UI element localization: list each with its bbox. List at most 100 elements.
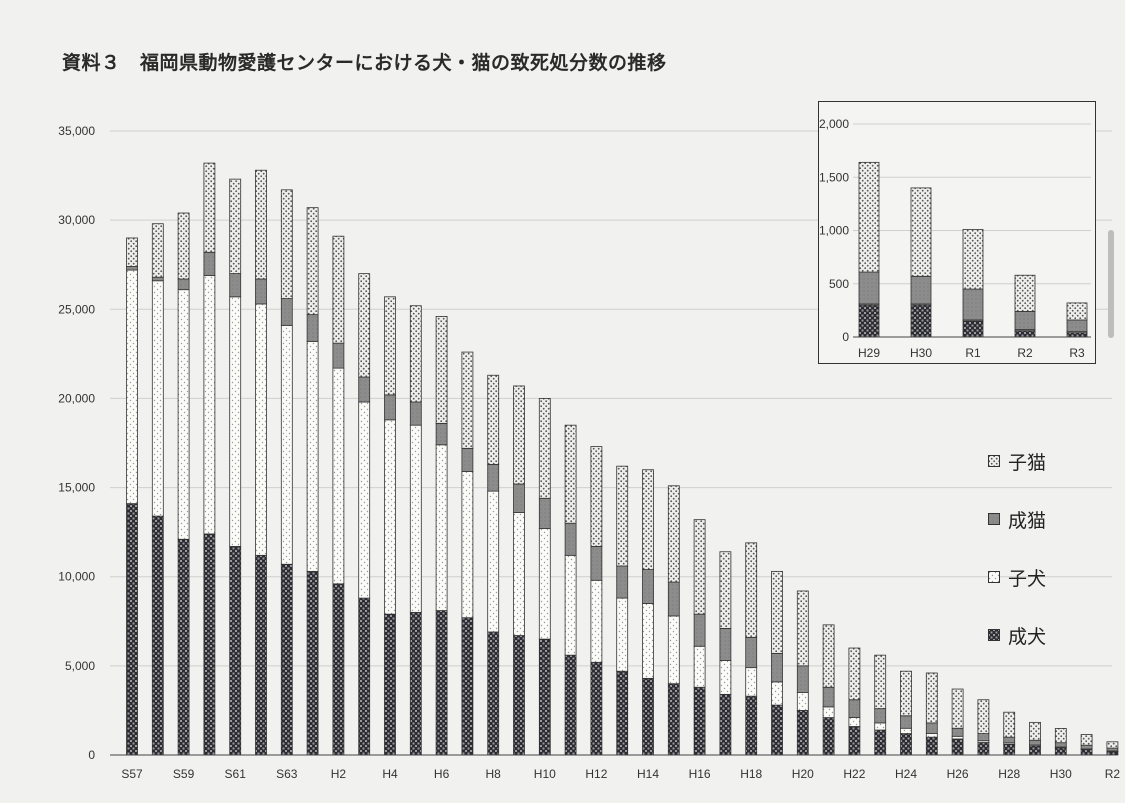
main-bar-adult-cat xyxy=(255,278,267,305)
inset-bar-adult-cat xyxy=(910,275,932,305)
inset-bar-adult-dog xyxy=(1066,332,1088,338)
main-bar-puppy xyxy=(461,471,474,619)
main-x-tick-label: H30 xyxy=(1050,767,1072,781)
main-bar-adult-cat xyxy=(513,483,525,513)
inset-x-tick-label: H29 xyxy=(858,346,880,360)
main-bar-kitten xyxy=(616,465,629,567)
inset-bar-adult-cat xyxy=(1014,311,1036,330)
inset-chart: 0 500 1,000 1,500 2,000 H29 H30 R1 R2 R3 xyxy=(819,117,1091,360)
main-y-tick-label: 25,000 xyxy=(58,302,95,316)
main-bar-kitten xyxy=(822,624,835,688)
main-bar-adult-cat xyxy=(1080,744,1093,750)
main-bar-adult-dog xyxy=(719,693,732,756)
main-bar-adult-cat xyxy=(1029,739,1041,746)
main-bar-puppy xyxy=(642,603,654,679)
main-bar-puppy xyxy=(848,717,861,727)
inset-y-tick-label: 1,000 xyxy=(819,224,849,238)
main-bar-kitten xyxy=(1054,728,1067,744)
main-bar-adult-cat xyxy=(409,401,422,426)
main-y-tick-label: 20,000 xyxy=(58,391,95,405)
main-bar-adult-cat xyxy=(925,722,938,735)
main-bar-adult-dog xyxy=(642,677,654,756)
main-bar-kitten xyxy=(461,351,474,449)
main-bar-adult-dog xyxy=(796,710,809,756)
main-bar-adult-cat xyxy=(642,569,654,604)
scrollbar-thumb[interactable] xyxy=(1108,230,1114,338)
main-bar-adult-cat xyxy=(796,665,809,693)
main-bar-kitten xyxy=(435,316,448,424)
main-x-tick-label: H2 xyxy=(331,767,347,781)
inset-bar-adult-dog xyxy=(910,304,932,338)
inset-bar-adult-cat xyxy=(962,288,984,321)
main-x-tick-label: R2 xyxy=(1105,767,1121,781)
main-bar-puppy xyxy=(745,667,758,697)
inset-bar-kitten xyxy=(1066,302,1088,321)
main-x-tick-label: H14 xyxy=(637,767,659,781)
main-bar-adult-dog xyxy=(745,695,758,756)
main-bar-adult-dog xyxy=(1106,751,1119,756)
main-bar-puppy xyxy=(203,275,216,535)
main-x-tick-label: H28 xyxy=(998,767,1020,781)
main-bar-adult-dog xyxy=(1054,747,1067,756)
main-bar-adult-cat xyxy=(900,715,912,729)
main-bar-kitten xyxy=(796,590,809,667)
main-bar-adult-dog xyxy=(616,670,629,756)
main-x-tick-label: H6 xyxy=(434,767,450,781)
main-bar-kitten xyxy=(667,485,680,583)
main-bar-puppy xyxy=(693,645,706,688)
main-bar-puppy xyxy=(796,692,809,711)
main-bar-adult-dog xyxy=(255,554,267,756)
main-bar-adult-cat xyxy=(822,686,835,708)
main-bar-puppy xyxy=(951,735,964,740)
main-bar-puppy xyxy=(925,733,938,738)
main-bar-kitten xyxy=(1029,721,1041,741)
main-bar-kitten xyxy=(229,178,242,275)
inset-x-tick-label: H30 xyxy=(910,346,932,360)
inset-y-tick-label: 2,000 xyxy=(819,117,849,131)
main-bar-adult-dog xyxy=(693,686,706,756)
main-bar-kitten xyxy=(900,670,912,717)
legend-swatch-adult-dog-icon xyxy=(988,629,1000,641)
inset-bar-adult-cat xyxy=(858,271,880,305)
main-bar-adult-dog xyxy=(358,597,371,756)
main-bar-kitten xyxy=(538,398,551,499)
main-bar-adult-dog xyxy=(435,610,448,756)
main-bar-puppy xyxy=(126,269,138,505)
main-bar-adult-cat xyxy=(332,342,345,369)
main-bar-adult-cat xyxy=(1106,747,1119,752)
main-bar-adult-cat xyxy=(126,266,138,271)
main-bar-puppy xyxy=(332,367,345,585)
main-bar-puppy xyxy=(822,706,835,718)
main-bar-adult-cat xyxy=(564,522,577,556)
main-bar-adult-cat xyxy=(280,298,293,326)
inset-bar-kitten xyxy=(910,187,932,277)
legend-item-kitten: 子猫 xyxy=(988,446,1046,476)
main-bar-adult-cat xyxy=(667,581,680,617)
main-bar-adult-cat xyxy=(1003,736,1016,744)
main-bar-puppy xyxy=(384,419,396,615)
inset-x-tick-label: R1 xyxy=(965,346,981,360)
main-bar-kitten xyxy=(513,385,525,485)
main-bar-adult-dog xyxy=(538,638,551,756)
main-bar-adult-dog xyxy=(151,515,164,756)
inset-bar-adult-dog xyxy=(858,304,880,338)
main-bar-kitten xyxy=(151,223,164,278)
main-x-tick-label: H16 xyxy=(689,767,711,781)
main-bar-adult-dog xyxy=(306,570,319,756)
main-bar-adult-dog xyxy=(900,733,912,756)
main-bar-adult-cat xyxy=(435,422,448,446)
main-y-tick-label: 0 xyxy=(88,748,95,762)
inset-bar-kitten xyxy=(962,229,984,290)
main-x-tick-label: H8 xyxy=(486,767,502,781)
main-bar-adult-dog xyxy=(332,583,345,756)
main-bar-adult-cat xyxy=(719,628,732,661)
main-bar-adult-cat xyxy=(590,546,603,581)
main-bar-kitten xyxy=(487,374,500,465)
main-bar-adult-cat xyxy=(693,613,706,647)
main-bar-kitten xyxy=(693,519,706,615)
main-bar-adult-cat xyxy=(977,733,990,742)
inset-bar-kitten xyxy=(1014,274,1036,312)
main-bar-adult-dog xyxy=(203,533,216,756)
main-bar-adult-dog xyxy=(925,736,938,756)
main-bar-adult-cat xyxy=(745,636,758,669)
